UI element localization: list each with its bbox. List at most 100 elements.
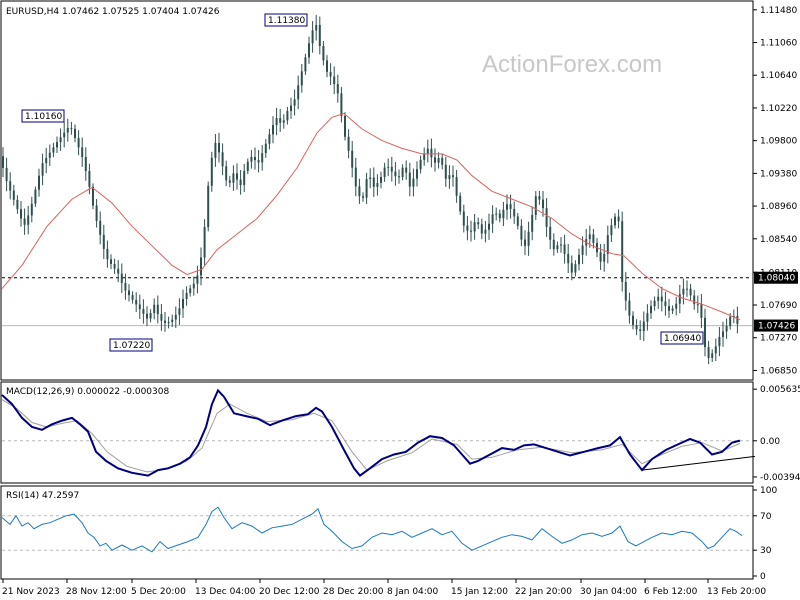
candle-body [552,239,555,250]
price-badge-label: 1.07426 [758,322,795,332]
candle-body [210,157,213,186]
candle-body [70,127,73,129]
x-tick-label: 21 Nov 2023 [2,587,60,597]
candle-body [275,118,278,126]
candle-body [12,190,15,200]
x-tick-label: 30 Jan 04:00 [580,587,637,597]
candle-body [610,225,613,236]
price-badge [754,319,798,332]
candle-body [722,331,724,337]
candle-body [347,136,350,151]
x-tick-label: 13 Dec 04:00 [195,587,256,597]
candle-body [329,71,332,77]
candle-body [264,143,267,154]
candle-body [120,273,123,283]
candle-body [459,195,462,212]
candle-body [398,176,400,178]
candle-body [48,152,51,158]
x-tick-label: 8 Jan 04:00 [387,587,439,597]
candle-body [344,115,346,137]
candle-body [606,235,609,254]
candle-body [95,205,98,221]
candle-body [153,304,156,314]
candle-body [113,263,116,269]
candle-body [686,288,688,290]
price-annotation-box [21,109,65,123]
candle-body [257,160,260,163]
candle-body [653,300,656,307]
candle-body [246,161,249,172]
candle-body [642,321,645,331]
y-tick-label: 1.08960 [760,202,797,212]
candle-body [106,248,109,260]
candle-body [336,84,339,94]
candle-body [588,234,591,240]
candle-body [660,296,663,302]
candle-body [437,158,440,163]
candle-body [664,301,667,307]
candle-body [668,306,670,311]
candle-body [23,218,26,225]
price-badge-label: 1.08040 [758,274,795,284]
candle-body [567,253,570,264]
macd-trendline [641,455,756,471]
macd-header: MACD(12,26,9) 0.000022 -0.000308 [6,387,169,397]
price-annotation: 1.10160 [25,112,62,122]
y-tick-label: 70 [760,512,772,522]
candle-body [693,295,696,305]
x-tick-label: 15 Jan 12:00 [451,587,508,597]
y-tick-label: 1.07270 [760,334,797,344]
candle-body [531,214,534,232]
x-tick-label: 13 Feb 20:00 [707,587,766,597]
y-tick-label: 1.06850 [760,366,797,376]
candle-body [189,288,192,294]
candle-body [290,105,292,112]
candle-body [282,120,285,123]
candle-body [646,313,649,322]
y-tick-label: 1.10220 [760,104,797,114]
candle-body [444,164,447,179]
candle-body [9,181,12,191]
candle-body [160,314,163,321]
candle-body [452,175,454,177]
candle-body [560,244,562,246]
y-tick-label: -0.003949 [760,473,800,483]
candle-body [581,245,584,255]
rsi-header: RSI(14) 47.2597 [6,491,79,501]
candle-body [2,156,4,168]
candle-body [52,147,55,153]
candle-body [534,196,537,215]
candle-body [455,176,458,196]
candle-body [308,43,310,58]
candle-body [236,173,238,180]
candle-body [5,167,8,182]
candle-body [484,229,487,234]
candle-body [621,221,624,282]
candle-body [99,220,102,235]
candle-body [81,147,84,158]
candle-body [678,294,681,304]
candle-body [304,57,307,72]
y-tick-label: 1.09380 [760,169,797,179]
candle-body [506,204,508,210]
candle-body [624,281,627,301]
y-tick-label: 0.005635 [760,385,800,395]
candle-body [92,186,94,206]
price-annotation: 1.11380 [268,16,305,26]
price-panel: EURUSD,H4 1.07462 1.07525 1.07404 1.0742… [0,0,798,381]
candle-body [614,216,616,226]
candle-body [732,315,735,317]
candle-body [41,163,44,176]
candle-body [682,288,685,295]
candle-body [387,166,390,168]
y-tick-label: 1.09800 [760,137,797,147]
candle-body [261,153,264,163]
candle-body [272,125,274,135]
candle-body [704,317,706,348]
candle-body [639,329,642,331]
candle-body [268,134,271,144]
candle-body [362,196,364,198]
candle-body [254,157,256,161]
candle-body [322,46,325,61]
y-tick-label: 1.10640 [760,71,797,81]
